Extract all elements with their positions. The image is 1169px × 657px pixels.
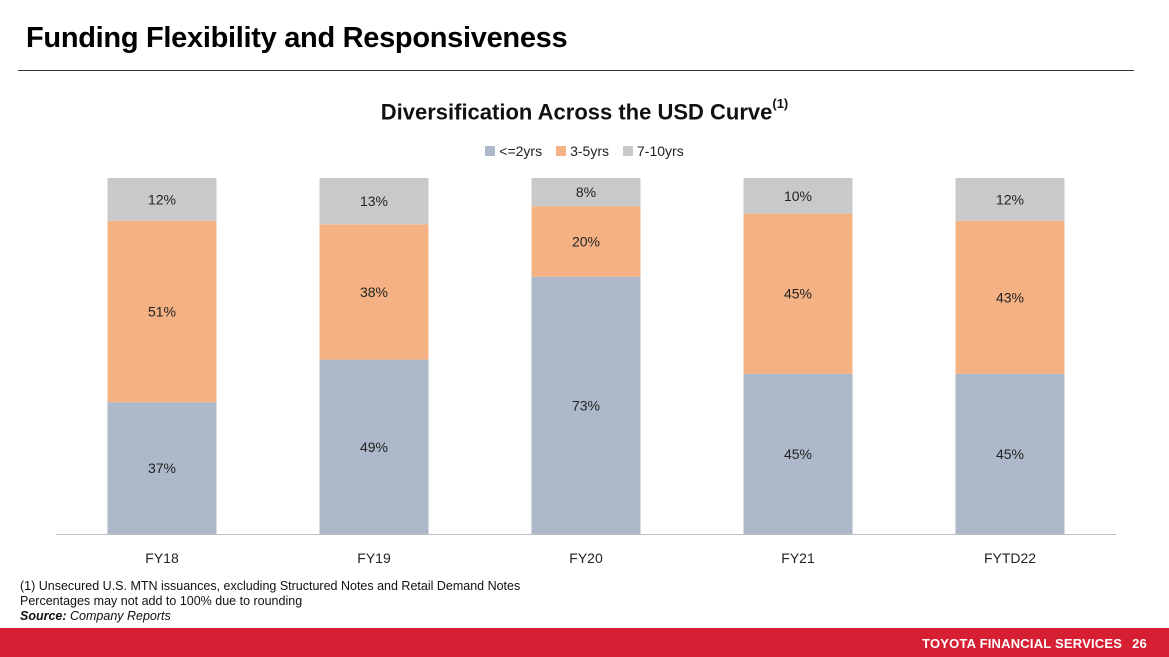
- footer-text: TOYOTA FINANCIAL SERVICES 26: [922, 636, 1147, 651]
- chart-title-superscript: (1): [772, 96, 789, 111]
- bar-fy19-series-1: [319, 224, 429, 360]
- data-label-fy18-series-2: 12%: [148, 191, 176, 207]
- bar-fy18-series-1: [107, 220, 217, 403]
- data-label-fy20-series-1: 20%: [572, 233, 600, 249]
- bar-fy20-series-2: [531, 178, 641, 207]
- legend-label-short: <=2yrs: [499, 143, 543, 159]
- footnotes: (1) Unsecured U.S. MTN issuances, exclud…: [20, 579, 520, 624]
- footnote-1: (1) Unsecured U.S. MTN issuances, exclud…: [20, 579, 521, 593]
- bar-fytd22-series-1: [955, 220, 1065, 374]
- data-label-fy21-series-2: 10%: [784, 188, 812, 204]
- data-label-fytd22-series-2: 12%: [996, 191, 1024, 207]
- x-tick-label-fy18: FY18: [145, 550, 179, 566]
- x-tick-label-fy21: FY21: [781, 550, 815, 566]
- source-label: Source:: [20, 609, 67, 623]
- legend-item-long: 7-10yrs: [623, 143, 684, 159]
- x-tick-label-fy20: FY20: [569, 550, 603, 566]
- bar-fy21-series-1: [743, 213, 853, 374]
- legend-label-long: 7-10yrs: [637, 143, 684, 159]
- footer-bar: TOYOTA FINANCIAL SERVICES 26: [0, 628, 1169, 657]
- bar-fy18-series-0: [107, 402, 217, 534]
- data-label-fy20-series-0: 73%: [572, 397, 600, 413]
- page-number: 26: [1132, 636, 1147, 651]
- footnote-source: Source: Company Reports: [20, 609, 520, 624]
- legend-item-short: <=2yrs: [485, 143, 542, 159]
- chart-title-text: Diversification Across the USD Curve: [380, 99, 773, 125]
- data-label-fy21-series-0: 45%: [784, 446, 812, 462]
- bar-fy20-series-0: [531, 276, 641, 534]
- chart-legend: <=2yrs 3-5yrs 7-10yrs: [0, 143, 1169, 159]
- page-title: Funding Flexibility and Responsiveness: [26, 22, 568, 54]
- data-label-fy19-series-0: 49%: [360, 439, 388, 455]
- chart-title: Diversification Across the USD Curve(1): [0, 96, 1169, 125]
- legend-swatch-short: [485, 146, 496, 156]
- data-label-fy21-series-1: 45%: [784, 286, 812, 302]
- stacked-bar-chart: 37% 51% 12% FY18 49% 38% 13% FY19 73% 20% 8% FY20 45…: [56, 178, 1116, 566]
- data-label-fy19-series-2: 13%: [360, 193, 388, 209]
- legend-swatch-mid: [556, 146, 567, 156]
- data-label-fy20-series-2: 8%: [576, 184, 596, 200]
- bar-fy21-series-0: [743, 373, 853, 534]
- x-tick-label-fy19: FY19: [357, 550, 391, 566]
- legend-item-mid: 3-5yrs: [556, 143, 609, 159]
- title-divider: [18, 70, 1134, 71]
- footer-brand: TOYOTA FINANCIAL SERVICES: [922, 636, 1123, 651]
- data-label-fy18-series-1: 51%: [148, 304, 176, 320]
- data-label-fy19-series-1: 38%: [360, 284, 388, 300]
- bar-fy19-series-0: [319, 359, 429, 534]
- bar-fy19-series-2: [319, 178, 429, 225]
- bar-fy20-series-1: [531, 206, 641, 277]
- legend-swatch-long: [623, 146, 634, 156]
- data-label-fytd22-series-1: 43%: [996, 289, 1024, 305]
- data-label-fy18-series-0: 37%: [148, 460, 176, 476]
- x-tick-label-fytd22: FYTD22: [984, 550, 1036, 566]
- footnote-rounding: Percentages may not add to 100% due to r…: [20, 594, 303, 608]
- bar-fytd22-series-2: [955, 178, 1065, 221]
- bar-fy18-series-2: [107, 178, 217, 221]
- source-text: Company Reports: [66, 609, 171, 623]
- bar-fy21-series-2: [743, 178, 853, 214]
- legend-label-mid: 3-5yrs: [570, 143, 610, 159]
- bar-fytd22-series-0: [955, 373, 1065, 534]
- data-label-fytd22-series-0: 45%: [996, 446, 1024, 462]
